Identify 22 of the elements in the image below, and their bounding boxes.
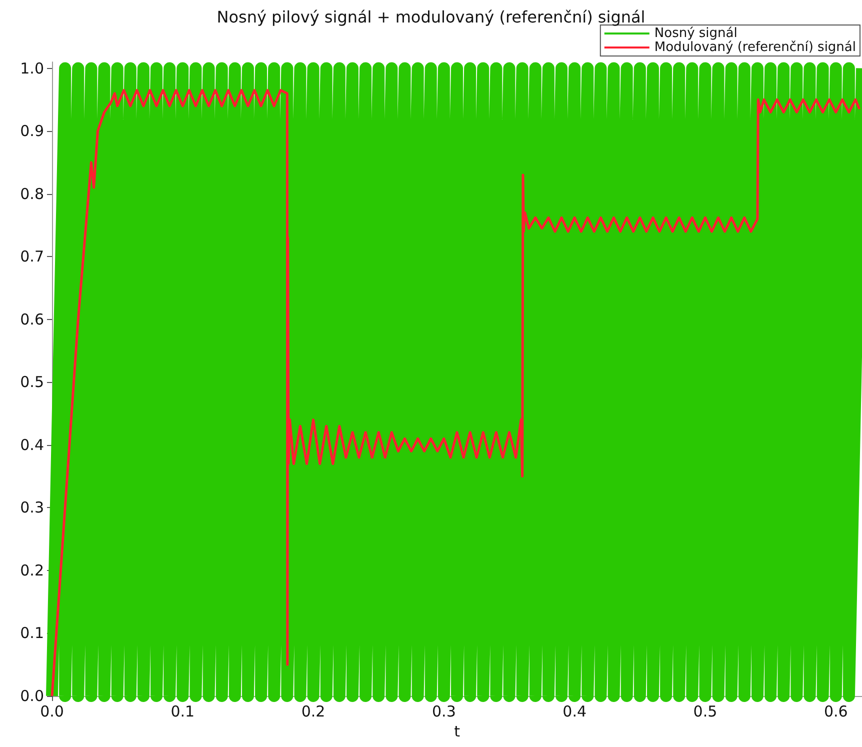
x-tick-label: 0.5 — [693, 702, 718, 720]
y-tick-label: 0.6 — [20, 310, 44, 328]
y-tick-label: 1.0 — [20, 59, 44, 78]
x-axis-title: t — [454, 722, 460, 740]
legend-label: Nosný signál — [654, 26, 738, 41]
x-tick-label: 0.3 — [432, 702, 456, 720]
y-tick-label: 0.8 — [20, 184, 44, 203]
chart-title: Nosný pilový signál + modulovaný (referenční) signál — [216, 8, 646, 26]
y-tick-label: 0.0 — [20, 687, 44, 705]
y-tick-label: 0.1 — [20, 624, 44, 642]
y-tick-label: 0.9 — [20, 122, 44, 140]
y-tick-label: 0.5 — [20, 373, 44, 392]
y-tick-label: 0.7 — [20, 248, 44, 266]
x-tick-label: 0.6 — [824, 702, 848, 720]
x-tick-label: 0.4 — [562, 702, 587, 720]
x-tick-label: 0.1 — [170, 702, 195, 720]
x-tick-label: 0.0 — [40, 702, 64, 720]
y-tick-label: 0.2 — [20, 561, 44, 580]
y-tick-label: 0.4 — [20, 436, 44, 454]
x-tick-label: 0.2 — [301, 702, 326, 720]
y-tick-label: 0.3 — [20, 498, 44, 517]
legend-label: Modulovaný (referenční) signál — [654, 40, 856, 55]
